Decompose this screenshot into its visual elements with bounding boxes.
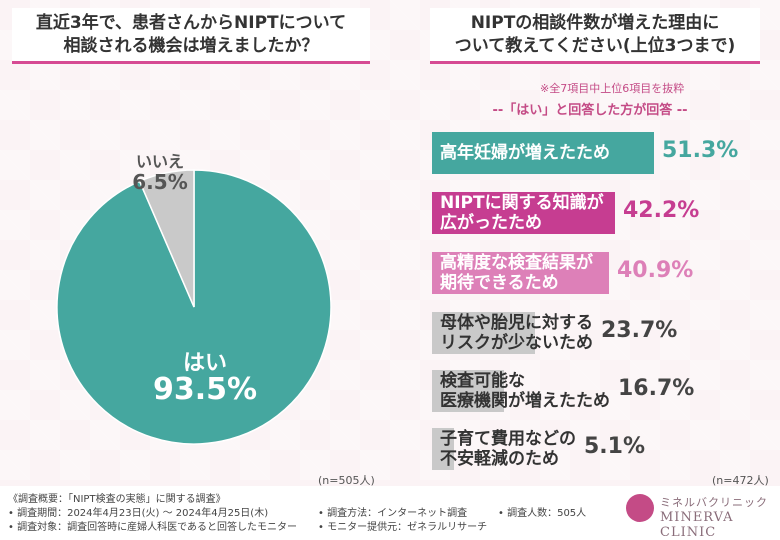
bar-category-label: 検査可能な 医療機関が増えたため	[440, 370, 610, 412]
bar-category-line: 期待できるため	[440, 273, 559, 293]
left-title-line1: 直近3年で、患者さんからNIPTについて	[35, 13, 347, 33]
sample-size-right: (n=472人)	[712, 474, 769, 487]
bar-category-label: 高年妊婦が増えたため	[440, 132, 610, 174]
bar-value-label: 16.7%	[618, 376, 695, 401]
bar-value-label: 42.2%	[623, 198, 700, 223]
bar-category-line: 不安軽減のため	[440, 449, 559, 469]
bar	[432, 192, 615, 234]
survey-overview: 《調査概要：「NIPT検査の実態」に関する調査》	[8, 494, 226, 505]
survey-target: • 調査対象：調査回答時に産婦人科医であると回答したモニター	[8, 522, 297, 533]
survey-count: • 調査人数：505人	[498, 508, 587, 519]
bar-category-line: 高年妊婦が増えたため	[440, 143, 610, 163]
bar-value-label: 40.9%	[617, 258, 694, 283]
note-text: ※全7項目中上位6項目を抜粋	[540, 82, 685, 95]
bar	[432, 312, 535, 354]
sample-size-left: (n=505人)	[318, 474, 375, 487]
left-title-line2: 相談される機会は増えましたか？	[63, 36, 319, 56]
bar-category-line: リスクが少ないため	[440, 333, 593, 353]
bar	[432, 252, 609, 294]
bar-category-line: 高精度な検査結果が	[440, 253, 593, 273]
pie-chart	[56, 169, 332, 445]
right-title-line2: ついて教えてください(上位3つまで)	[454, 36, 736, 56]
pie-value-yes: 93.5%	[152, 372, 258, 407]
right-title-line1: NIPTの相談件数が増えた理由に	[470, 13, 720, 33]
bar-category-label: 高精度な検査結果が 期待できるため	[440, 252, 593, 294]
pie-label-no: いいえ	[135, 152, 184, 171]
left-chart-title: 直近3年で、患者さんからNIPTについて 相談される機会は増えましたか？	[12, 8, 370, 64]
bar-category-line: 広がったため	[440, 213, 542, 233]
bar-category-line: 検査可能な	[440, 371, 525, 391]
bar-category-label: 子育て費用などの 不安軽減のため	[440, 428, 576, 470]
pie-value-no: 6.5%	[132, 170, 188, 194]
bar-category-line: NIPTに関する知識が	[440, 193, 604, 213]
bar-category-label: 母体や胎児に対する リスクが少ないため	[440, 312, 593, 354]
pie-slice-no	[138, 169, 195, 308]
bar-category-line: 母体や胎児に対する	[440, 313, 593, 333]
clinic-name-jp: ミネルバクリニック	[660, 496, 768, 509]
survey-provider: • モニター提供元：ゼネラルリサーチ	[318, 522, 488, 533]
clinic-logo-icon	[626, 494, 654, 522]
bar	[432, 132, 654, 174]
clinic-name-en: MINERVA CLINIC	[660, 510, 734, 540]
bar-category-line: 医療機関が増えたため	[440, 391, 610, 411]
survey-method: • 調査方法：インターネット調査	[318, 508, 468, 519]
bar-value-label: 51.3%	[662, 138, 739, 163]
bar	[432, 428, 454, 470]
bar-value-label: 23.7%	[601, 318, 678, 343]
bar	[432, 370, 504, 412]
respondent-note: --「はい」と回答した方が回答 --	[492, 103, 688, 118]
bar-value-label: 5.1%	[584, 434, 646, 459]
bar-category-label: NIPTに関する知識が 広がったため	[440, 192, 604, 234]
right-chart-title: NIPTの相談件数が増えた理由に ついて教えてください(上位3つまで)	[430, 8, 760, 64]
pie-label-yes: はい	[182, 351, 227, 376]
survey-period: • 調査期間：2024年4月23日(火) ～ 2024年4月25日(木)	[8, 508, 269, 519]
bar-category-line: 子育て費用などの	[440, 429, 576, 449]
